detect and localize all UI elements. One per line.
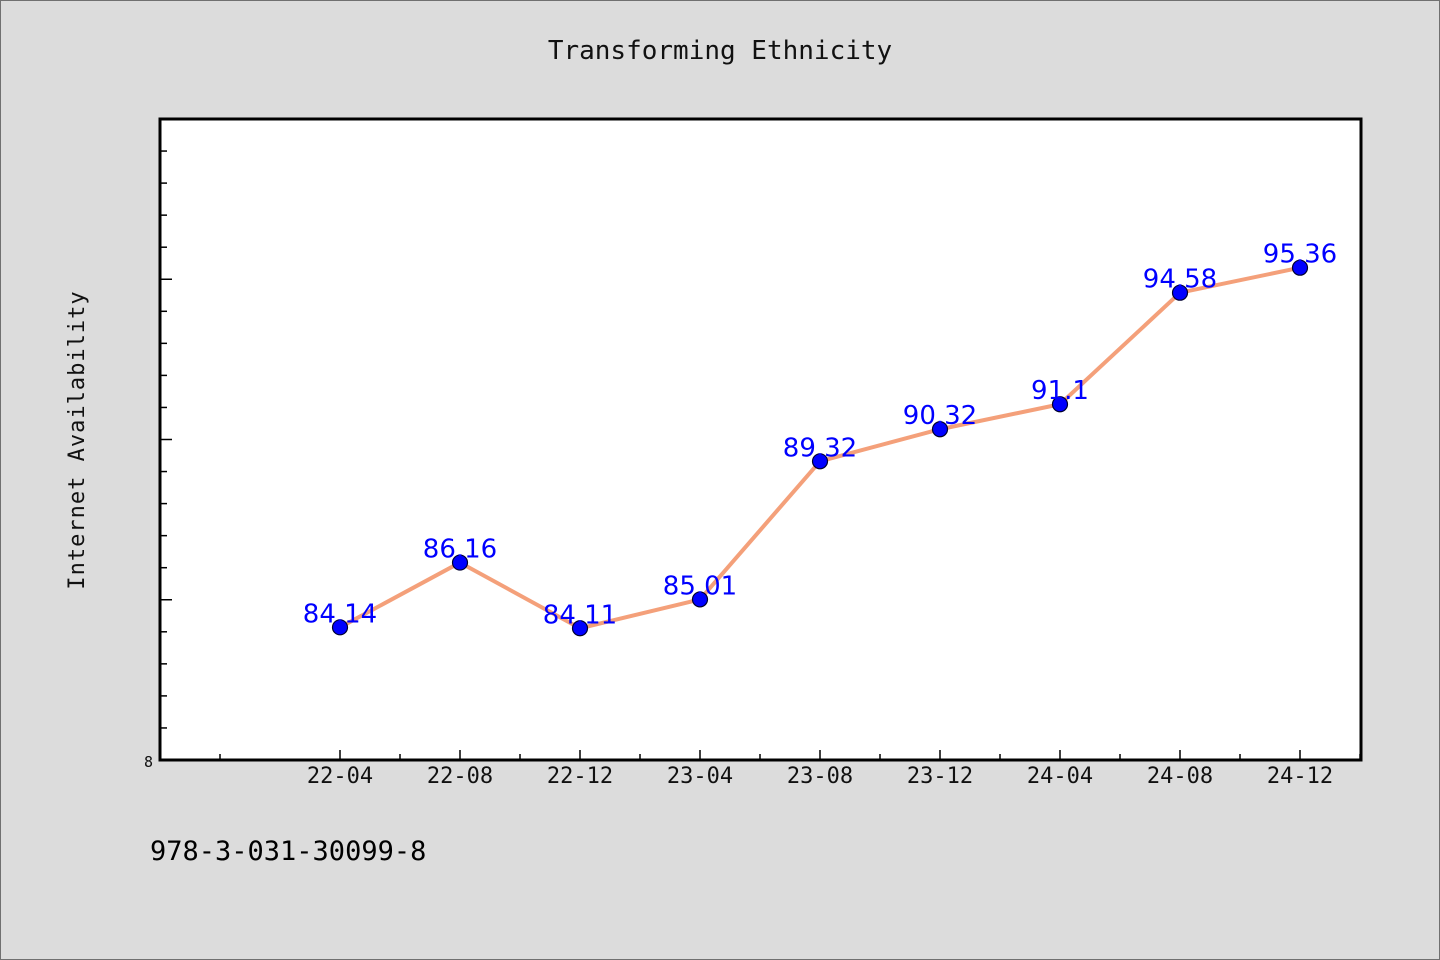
data-label: 95.36 [1263,240,1337,270]
x-axis-ticks: 22-04 22-08 22-12 23-04 23-08 23-12 24-04 24-08… [219,750,1361,789]
data-labels: 84.14 86.16 84.11 85.01 89.32 90.32 91.1 94.58 9… [303,240,1337,631]
x-tick-label: 24-12 [1267,764,1333,789]
data-label: 86.16 [423,535,497,565]
y-axis-ticks: 8 [144,118,172,771]
data-point [691,591,709,608]
chart-title: Transforming Ethnicity [547,36,893,66]
y-axis-label: Internet Availability [65,290,90,589]
data-label: 84.11 [543,600,617,630]
data-point [1171,284,1189,301]
data-label: 91.1 [1031,376,1089,406]
y-tick-label: 8 [144,753,153,771]
x-tick-label: 23-12 [907,764,973,789]
data-point [331,619,349,636]
data-point [1291,259,1309,276]
plot-area [158,117,1363,762]
x-tick-label: 22-04 [307,764,373,789]
data-label: 89.32 [783,433,857,463]
x-tick-label: 23-04 [667,764,733,789]
isbn-text: 978-3-031-30099-8 [150,836,427,867]
x-tick-label: 23-08 [787,764,853,789]
data-label: 85.01 [663,571,737,601]
data-point [451,554,469,571]
data-label: 94.58 [1143,265,1217,295]
data-point [571,620,589,637]
x-tick-label: 22-08 [427,764,493,789]
x-tick-label: 24-04 [1027,764,1093,789]
data-label: 84.14 [303,599,377,629]
data-point [811,453,829,470]
data-point [1051,396,1069,413]
x-tick-label: 22-12 [547,764,613,789]
x-tick-label: 24-08 [1147,764,1213,789]
data-point [931,421,949,438]
data-label: 90.32 [903,401,977,431]
series-markers [331,259,1309,637]
